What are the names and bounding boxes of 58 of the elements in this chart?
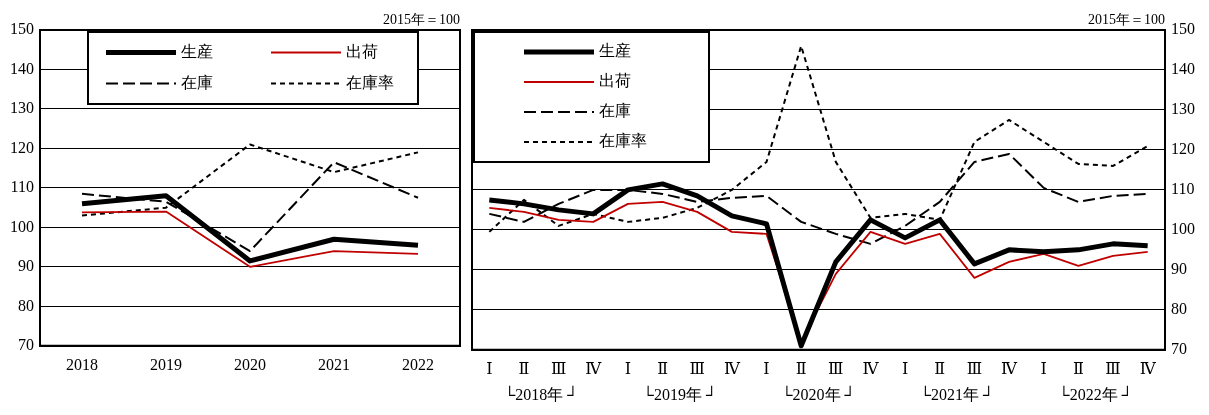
x-tick-label: Ⅲ	[966, 359, 983, 377]
x-tick-label: Ⅱ	[657, 359, 669, 377]
y2-tick-label: 130	[1171, 100, 1195, 118]
legend-label: 生産	[181, 42, 213, 60]
x-tick-label: Ⅲ	[1105, 359, 1121, 377]
x-tick-label: Ⅳ	[862, 359, 880, 377]
x-tick-label: Ⅲ	[689, 359, 705, 377]
x-tick-label: Ⅱ	[795, 359, 807, 377]
y2-tick-label: 150	[1171, 20, 1195, 38]
x-tick-label: Ⅳ	[1001, 359, 1019, 377]
x-tick-label: 2019	[150, 355, 182, 373]
y-tick-label: 110	[10, 178, 34, 196]
legend-label: 在庫率	[599, 132, 647, 150]
x-tick-label: Ⅳ	[585, 359, 603, 377]
y-tick-label: 150	[10, 20, 34, 38]
y2-tick-label: 80	[1171, 300, 1187, 318]
x-tick-label: Ⅲ	[550, 359, 567, 377]
text: └2022年 ┘	[1058, 385, 1134, 403]
legend-label: 在庫	[181, 73, 213, 91]
text: └2020年 ┘	[781, 385, 856, 403]
x-tick-label: 2020	[234, 355, 266, 373]
x-tick-label: 2021	[318, 355, 350, 373]
y2-tick-label: 140	[1171, 60, 1195, 78]
x-tick-label: Ⅱ	[934, 359, 946, 377]
x-tick-label: Ⅰ	[901, 359, 909, 377]
text: └2019年 ┘	[642, 385, 718, 403]
text: └2021年 ┘	[919, 385, 995, 403]
x-tick-label: Ⅰ	[486, 359, 493, 377]
x-tick-label: Ⅰ	[624, 359, 632, 377]
y2-tick-label: 110	[1171, 180, 1195, 198]
y-tick-label: 100	[10, 217, 34, 235]
x-tick-label: 2022	[402, 355, 434, 373]
y-tick-label: 120	[10, 138, 34, 156]
y-tick-label: 80	[18, 296, 34, 314]
y2-tick-label: 120	[1171, 140, 1195, 158]
x-tick-label: Ⅰ	[763, 359, 770, 377]
y2-tick-label: 70	[1171, 340, 1187, 357]
y-tick-label: 140	[10, 59, 34, 77]
legend-label: 出荷	[599, 72, 631, 90]
y2-tick-label: 100	[1171, 220, 1195, 238]
legend-label: 出荷	[346, 42, 378, 60]
legend-label: 在庫	[599, 102, 631, 120]
chart-subtitle: 2015年＝100	[383, 11, 460, 27]
legend-label: 在庫率	[346, 73, 394, 91]
text: └2018年 ┘	[503, 385, 579, 403]
x-tick-label: Ⅲ	[828, 359, 844, 377]
x-tick-label: 2018	[66, 355, 98, 373]
chart-subtitle: 2015年＝100	[1088, 11, 1165, 27]
x-tick-label: Ⅱ	[1072, 359, 1084, 377]
y-tick-label: 90	[18, 257, 34, 275]
legend-label: 生産	[599, 42, 631, 60]
x-tick-label: Ⅳ	[1139, 359, 1157, 377]
y-tick-label: 70	[18, 336, 34, 353]
x-tick-label: Ⅱ	[518, 359, 530, 377]
y2-tick-label: 90	[1171, 260, 1187, 278]
x-tick-label: Ⅳ	[723, 359, 741, 377]
y-tick-label: 130	[10, 99, 34, 117]
x-tick-label: Ⅰ	[1040, 359, 1047, 377]
